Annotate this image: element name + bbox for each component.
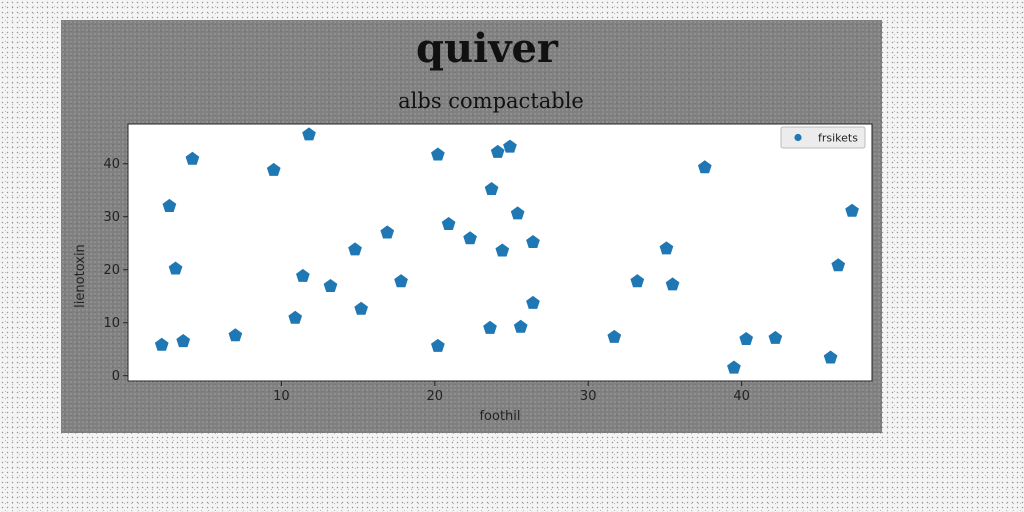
scatter-point bbox=[348, 242, 362, 256]
scatter-point bbox=[323, 278, 338, 292]
scatter-point bbox=[510, 206, 525, 220]
scatter-point bbox=[823, 350, 838, 364]
scatter-point bbox=[697, 160, 712, 174]
data-points bbox=[154, 127, 859, 374]
scatter-point bbox=[526, 295, 540, 309]
scatter-point bbox=[665, 277, 680, 291]
scatter-point bbox=[739, 331, 754, 345]
scatter-point bbox=[296, 268, 310, 282]
y-tick-label: 40 bbox=[103, 157, 120, 172]
scatter-point bbox=[302, 127, 316, 141]
scatter-point bbox=[513, 319, 528, 333]
scatter-point bbox=[630, 274, 645, 288]
scatter-point bbox=[228, 328, 243, 342]
scatter-point bbox=[154, 337, 169, 351]
scatter-point bbox=[185, 151, 200, 165]
scatter-point bbox=[484, 181, 499, 195]
y-tick-label: 0 bbox=[112, 369, 120, 384]
chart-title: quiver bbox=[416, 25, 559, 72]
legend-box bbox=[780, 126, 866, 149]
axis-ticks: 10 20 30 40 0 10 20 30 40 bbox=[103, 157, 749, 404]
scatter-point bbox=[526, 234, 540, 248]
chart-subtitle: albs compactable bbox=[398, 89, 584, 113]
scatter-point bbox=[176, 334, 191, 348]
scatter-point bbox=[483, 320, 497, 334]
figure: quiver albs compactable 10 20 30 40 0 10 20 30 4… bbox=[61, 20, 882, 433]
scatter-point bbox=[431, 147, 445, 161]
y-axis-label: lienotoxin bbox=[73, 244, 88, 308]
x-axis-label: foothil bbox=[479, 409, 520, 424]
legend: frsikets bbox=[780, 126, 866, 149]
scatter-point bbox=[266, 162, 281, 176]
legend-marker bbox=[794, 133, 802, 142]
scatter-point bbox=[845, 203, 859, 217]
scatter-point bbox=[659, 241, 674, 255]
x-tick-label: 30 bbox=[580, 389, 597, 404]
scatter-point bbox=[354, 301, 369, 315]
scatter-point bbox=[727, 360, 741, 374]
scatter-point bbox=[831, 258, 846, 272]
scatter-point bbox=[503, 139, 517, 153]
scatter-point bbox=[162, 198, 177, 212]
x-tick-label: 10 bbox=[273, 389, 290, 404]
y-tick-label: 20 bbox=[103, 263, 120, 278]
y-tick-label: 30 bbox=[103, 210, 120, 225]
x-tick-label: 40 bbox=[733, 389, 750, 404]
scatter-point bbox=[380, 225, 395, 239]
scatter-chart: quiver albs compactable 10 20 30 40 0 10 20 30 4… bbox=[73, 25, 873, 424]
scatter-point bbox=[431, 338, 445, 352]
scatter-point bbox=[495, 243, 510, 257]
scatter-point bbox=[288, 310, 303, 324]
scatter-point bbox=[607, 329, 622, 343]
legend-label: frsikets bbox=[818, 132, 858, 145]
x-tick-label: 20 bbox=[427, 389, 444, 404]
scatter-point bbox=[394, 274, 408, 288]
scatter-point bbox=[168, 261, 183, 275]
scatter-point bbox=[463, 231, 477, 245]
y-tick-label: 10 bbox=[103, 316, 120, 331]
scatter-point bbox=[768, 330, 783, 344]
scatter-point bbox=[441, 216, 456, 230]
scatter-point bbox=[490, 144, 505, 158]
